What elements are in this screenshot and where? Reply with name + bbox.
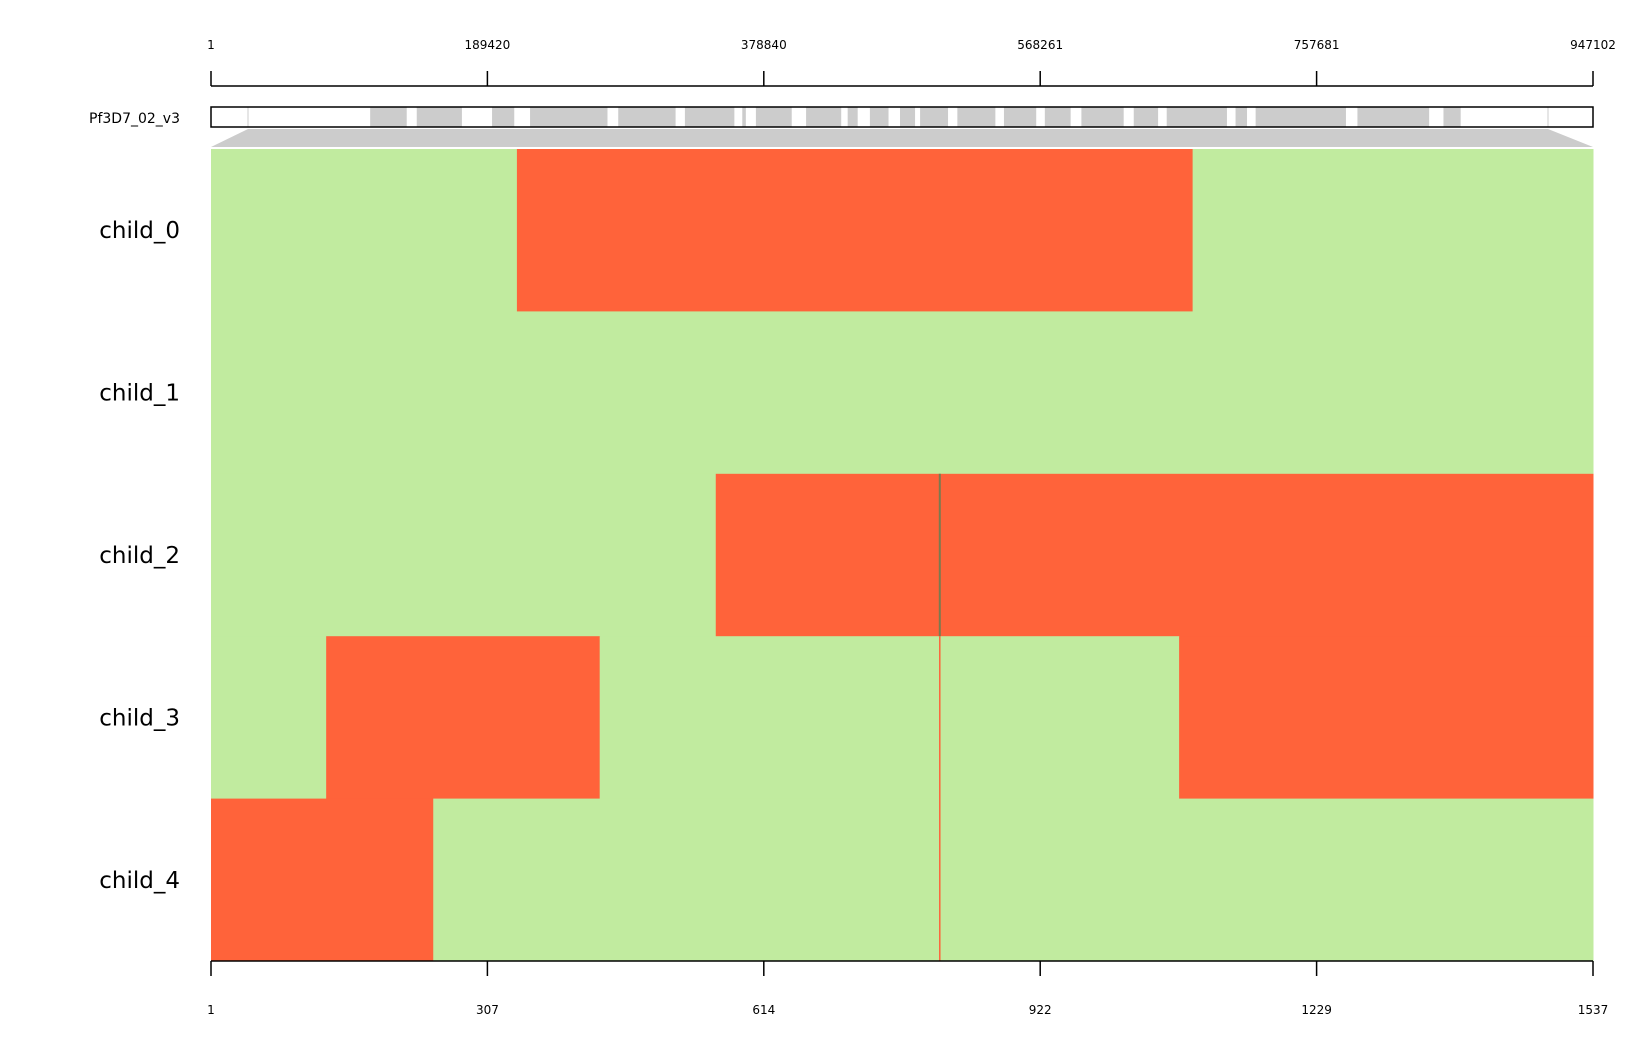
genome-axis-tick-label: 189420 [464, 38, 510, 52]
marker-axis-tick-label: 307 [476, 1003, 499, 1017]
genome-axis-tick-label: 1 [207, 38, 215, 52]
chromosome-track-outline [210, 106, 1594, 128]
genome-axis-tick-label: 378840 [741, 38, 787, 52]
row-label: child_1 [99, 381, 180, 407]
marker-density-block [1235, 107, 1248, 127]
row-label: child_2 [99, 543, 180, 569]
genotype-segment [326, 636, 601, 800]
genome-axis-tick-label: 757681 [1294, 38, 1340, 52]
chromosome-label: Pf3D7_02_v3 [89, 111, 180, 127]
genotype-segment [516, 149, 1194, 312]
genotype-segment [715, 473, 1594, 637]
marker-density-block [492, 107, 515, 127]
marker-axis-tick-label: 1229 [1301, 1003, 1332, 1017]
genotype-segment [1192, 149, 1594, 312]
genome-position-axis: 1 189420 378840 568261 757681 947102 [207, 38, 1616, 87]
marker-density-block [1255, 107, 1346, 127]
marker-density-block [1133, 107, 1159, 127]
marker-density-block [1081, 107, 1124, 127]
row-label: child_0 [99, 218, 180, 244]
genotype-segment [433, 798, 1594, 962]
marker-density-block [900, 107, 916, 127]
genotype-row: child_1 [99, 311, 1594, 475]
marker-density-block [742, 107, 746, 127]
marker-density-block [416, 107, 462, 127]
marker-axis-tick-label: 1 [207, 1003, 215, 1017]
marker-index-axis: 1 307 614 922 1229 1537 [207, 960, 1609, 1017]
genotype-segment [599, 636, 1180, 800]
marker-axis-tick-label: 922 [1029, 1003, 1052, 1017]
zoom-wedge [211, 129, 1593, 147]
row-label: child_4 [99, 868, 180, 894]
genotype-rows: child_0 child_1 child_2 child_3 child_4 [99, 149, 1594, 962]
marker-density-block [1003, 107, 1037, 127]
marker-density-block [1044, 107, 1071, 127]
marker-density-block [869, 107, 889, 127]
marker-density-block [618, 107, 676, 127]
genotype-row: child_3 [99, 636, 1594, 800]
chromosome-track: Pf3D7_02_v3 [89, 106, 1594, 147]
marker-density-block [1166, 107, 1227, 127]
genotype-segment [1179, 636, 1594, 800]
genotype-segment [211, 798, 434, 962]
row-label: child_3 [99, 705, 180, 731]
marker-density-block [957, 107, 996, 127]
marker-density-block [920, 107, 949, 127]
marker-density-block [684, 107, 735, 127]
genotype-row: child_2 [99, 473, 1594, 637]
genotype-segment [211, 149, 518, 312]
marker-density-block [1357, 107, 1430, 127]
genotype-segment [211, 311, 1594, 475]
genome-axis-tick-label: 947102 [1570, 38, 1616, 52]
marker-density-block [370, 107, 407, 127]
marker-density-block [755, 107, 792, 127]
genotype-row: child_0 [99, 149, 1594, 312]
genotype-segment [211, 473, 717, 637]
marker-density-block [530, 107, 608, 127]
marker-density-block [806, 107, 842, 127]
genotype-segment [211, 636, 327, 800]
marker-axis-tick-label: 1537 [1578, 1003, 1609, 1017]
genome-axis-tick-label: 568261 [1017, 38, 1063, 52]
genotype-row: child_4 [99, 798, 1594, 962]
marker-density-block [847, 107, 858, 127]
marker-axis-tick-label: 614 [752, 1003, 775, 1017]
marker-density-block [1443, 107, 1461, 127]
